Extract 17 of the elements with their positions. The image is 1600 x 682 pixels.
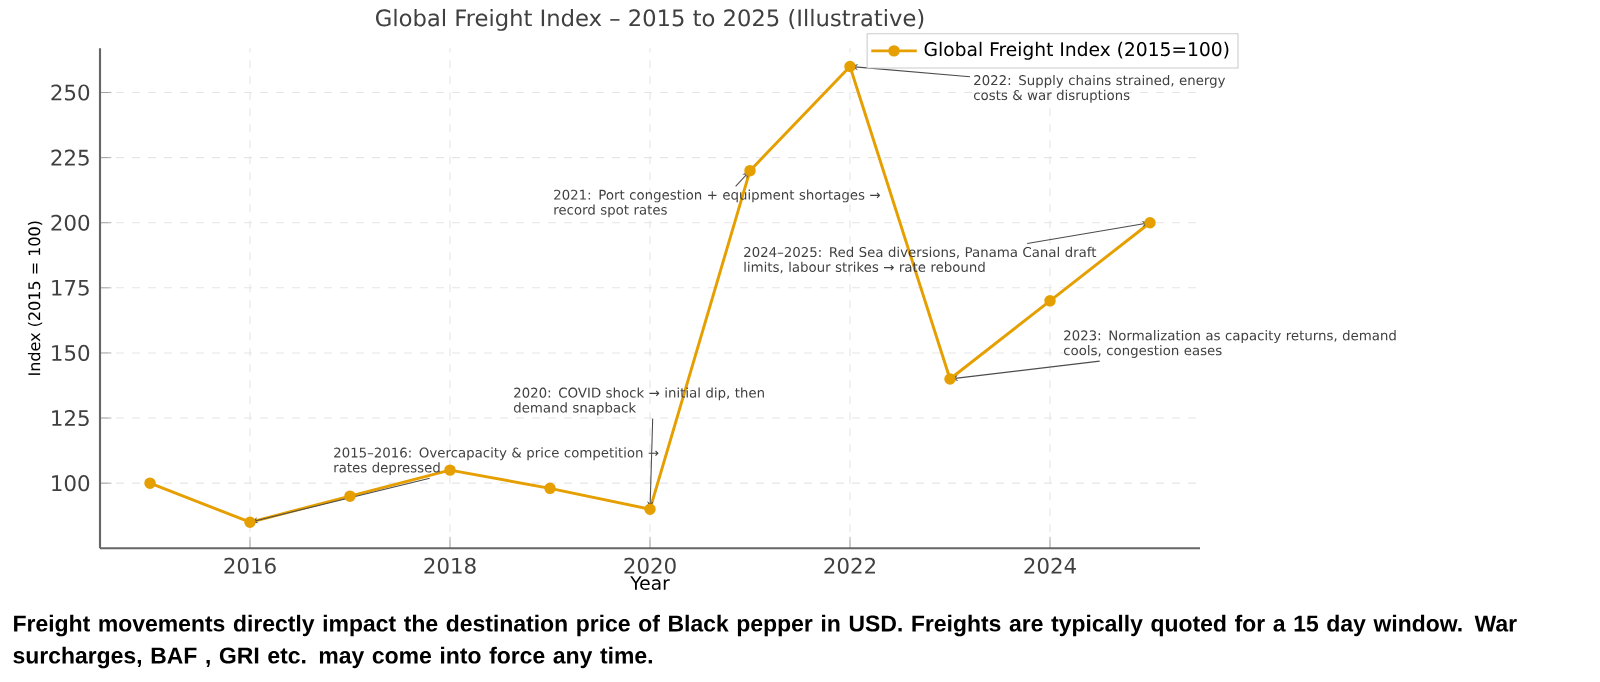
- y-tick-label: 125: [52, 409, 89, 426]
- y-tick-label: 150: [52, 344, 90, 361]
- x-tick-label: 2020: [624, 557, 676, 574]
- text: Freight movements directly impact the destination price of Black pepper in USD. Freights are typically quoted for a 15 day window. War surcharges, BAF , GRI etc. may come into force any time.: [13, 614, 1517, 669]
- y-tick-label: 250: [51, 84, 90, 101]
- y-tick-label: 200: [51, 214, 90, 231]
- legend-label: Global Freight Index (2015=100): [924, 41, 1229, 60]
- x-tick-label: 2018: [424, 557, 476, 574]
- x-tick-label: 2022: [824, 557, 875, 574]
- y-axis-title: Index (2015 = 100): [27, 221, 43, 375]
- x-axis-title: Year: [630, 576, 670, 590]
- x-tick-label: 2016: [224, 557, 276, 574]
- y-tick-label: 100: [52, 474, 90, 492]
- y-tick-label: 175: [52, 279, 89, 296]
- chart-title: Global Freight Index – 2015 to 2025 (Illustrative): [376, 8, 924, 31]
- y-tick-label: 225: [51, 149, 89, 166]
- x-tick-label: 2024: [1024, 557, 1076, 574]
